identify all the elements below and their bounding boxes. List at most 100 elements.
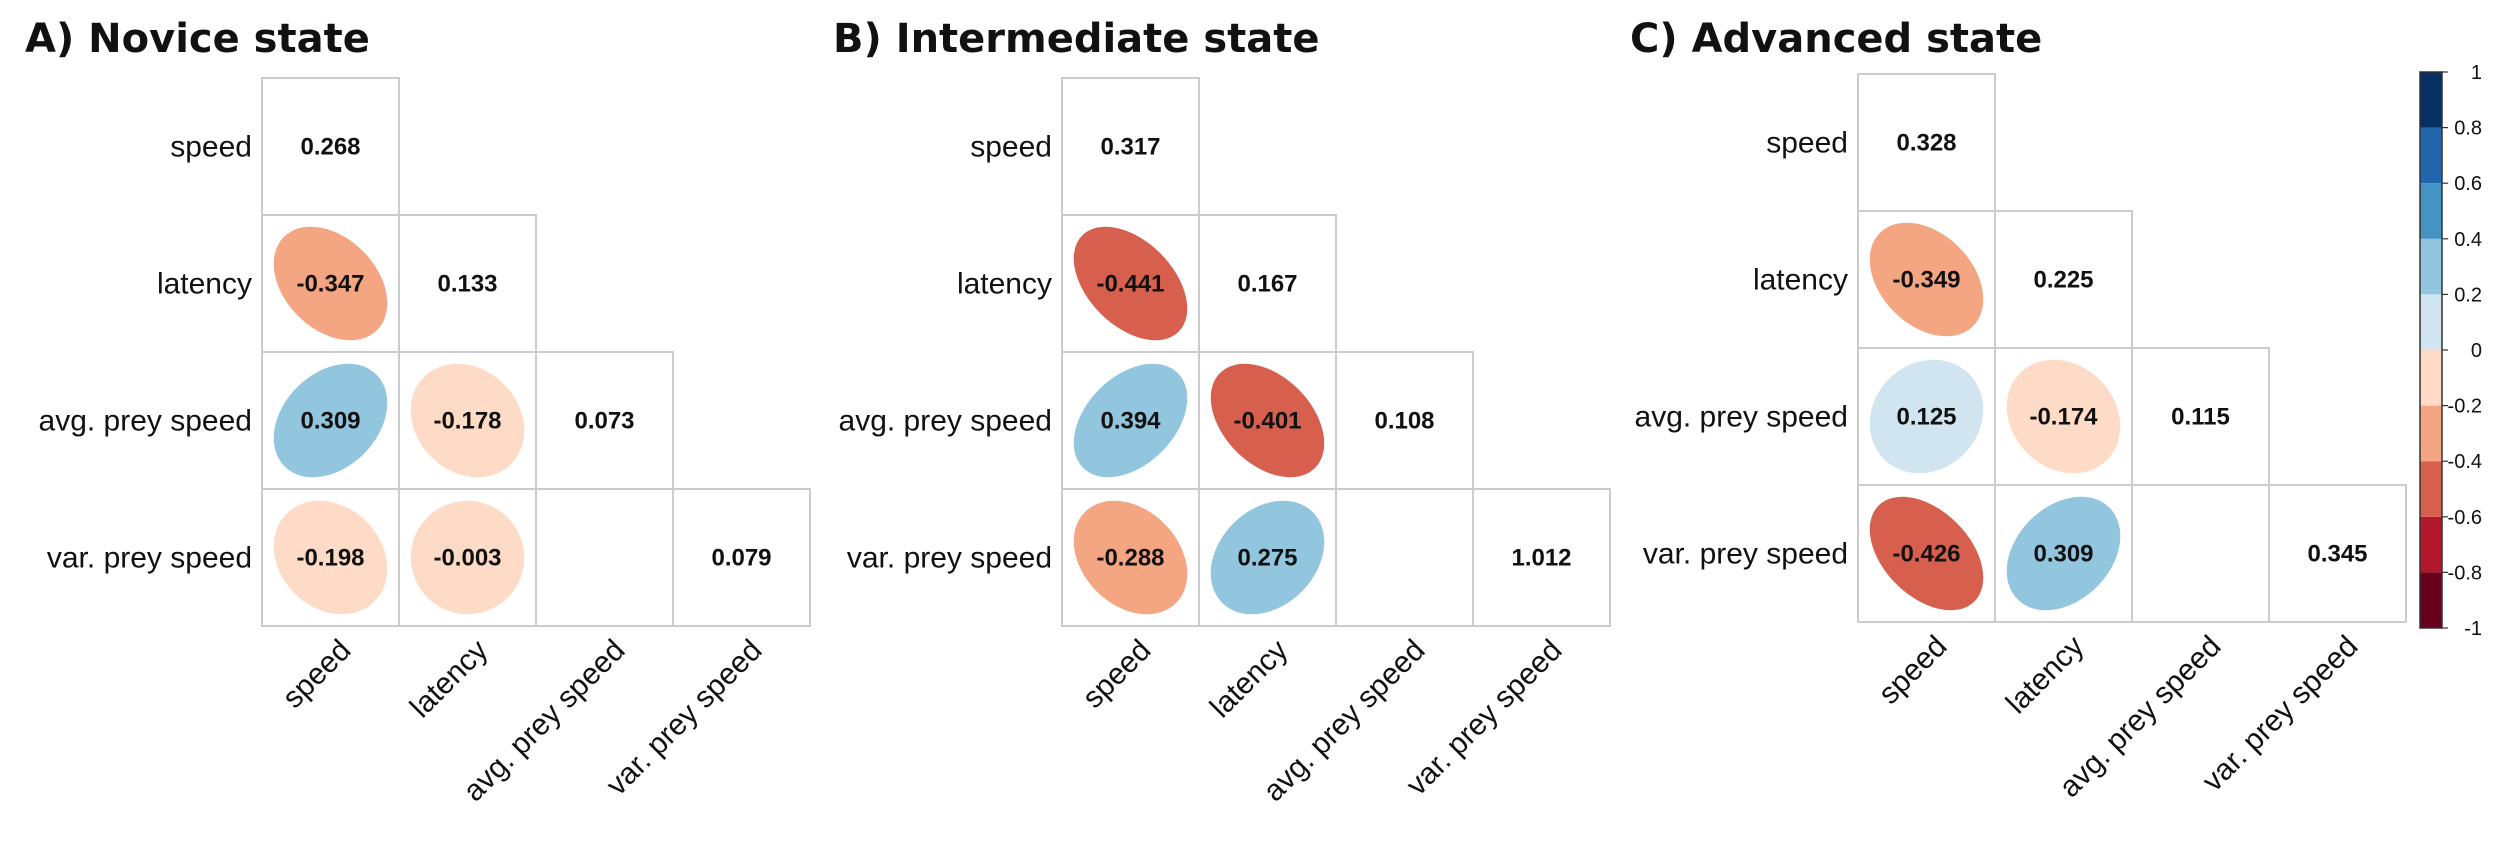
corr-ellipse: [2006, 496, 2121, 611]
cell-latency-latency: [1994, 210, 2133, 349]
cell-value: 0.268: [300, 134, 360, 161]
col-label: speed: [1076, 634, 1157, 715]
cell-var. prey speed-avg. prey speed: [535, 488, 674, 627]
corr-ellipse: [273, 226, 388, 341]
cell-var. prey speed-avg. prey speed: [2131, 484, 2270, 623]
colorbar-tick-label: -0.4: [2448, 451, 2482, 473]
row-label: var. prey speed: [847, 542, 1052, 575]
colorbar-segment: [2420, 127, 2442, 184]
row-label: speed: [1766, 127, 1848, 160]
cell-value: 0.345: [2307, 541, 2367, 568]
cell-value: -0.003: [433, 545, 501, 572]
row-label: avg. prey speed: [839, 405, 1052, 438]
colorbar-tick-label: 0.6: [2454, 173, 2482, 195]
colorbar-segment: [2420, 572, 2442, 628]
row-label: latency: [1753, 264, 1848, 297]
cell-value: 0.079: [711, 545, 771, 572]
cell-value: -0.174: [2029, 404, 2098, 431]
cell-value: -0.401: [1233, 408, 1301, 435]
panel-1: A) Novice state 0.268 -0.347 0.133 0.309 -0.1…: [25, 16, 811, 808]
row-label: latency: [957, 268, 1052, 301]
panel-title: A) Novice state: [25, 16, 370, 62]
row-label: avg. prey speed: [1635, 401, 1848, 434]
panel-3: C) Advanced state 0.328 -0.349 0.225 0.125 -0…: [1630, 16, 2407, 804]
colorbar-tick-label: 1: [2471, 62, 2482, 84]
cell-latency-latency: [1198, 214, 1337, 353]
colorbar-tick-label: -1: [2464, 618, 2482, 640]
row-label: speed: [970, 131, 1052, 164]
row-label: latency: [157, 268, 252, 301]
col-label: speed: [1872, 630, 1953, 711]
corr-ellipse: [1869, 359, 1984, 474]
col-label: latency: [2000, 630, 2091, 721]
cell-value: 0.317: [1100, 134, 1160, 161]
cell-speed-speed: [1061, 77, 1200, 216]
colorbar-segment: [2420, 183, 2442, 239]
cell-var. prey speed-var. prey speed: [2268, 484, 2407, 623]
cell-value: 0.108: [1374, 408, 1434, 435]
cell-value: 0.115: [2171, 404, 2230, 431]
cell-var. prey speed-avg. prey speed: [1335, 488, 1474, 627]
panel-title: B) Intermediate state: [833, 16, 1320, 62]
cell-value: -0.441: [1096, 271, 1164, 298]
cell-value: 1.012: [1511, 545, 1571, 572]
panel-2: B) Intermediate state 0.317 -0.441 0.167 0.3…: [833, 16, 1611, 808]
cell-value: 0.309: [2033, 541, 2093, 568]
colorbar-tick-label: -0.2: [2448, 396, 2482, 418]
corr-ellipse: [1210, 363, 1325, 478]
row-label: var. prey speed: [1643, 538, 1848, 571]
colorbar-segment: [2420, 350, 2442, 406]
cell-value: -0.198: [296, 545, 364, 572]
cell-avg. prey speed-avg. prey speed: [2131, 347, 2270, 486]
cell-value: 0.133: [437, 271, 497, 298]
corr-ellipse: [1210, 500, 1325, 615]
corr-ellipse: [2006, 359, 2121, 474]
cell-value: -0.178: [433, 408, 501, 435]
corr-ellipse: [1073, 226, 1188, 341]
col-label: latency: [404, 634, 495, 725]
col-label: latency: [1204, 634, 1295, 725]
colorbar-segment: [2420, 238, 2442, 295]
colorbar-tick-label: 0.8: [2454, 118, 2482, 140]
colorbar-tick-label: 0: [2471, 340, 2482, 362]
row-label: avg. prey speed: [39, 405, 252, 438]
corr-ellipse: [1073, 363, 1188, 478]
colorbar-segment: [2420, 405, 2442, 462]
colorbar-tick-label: 0.4: [2454, 229, 2482, 251]
corr-ellipse: [273, 500, 388, 615]
cell-value: 0.275: [1237, 545, 1297, 572]
cell-latency-latency: [398, 214, 537, 353]
panel-title: C) Advanced state: [1630, 16, 2042, 62]
col-label: speed: [276, 634, 357, 715]
row-label: speed: [170, 131, 252, 164]
cell-value: 0.225: [2033, 267, 2093, 294]
cell-value: 0.328: [1896, 130, 1956, 157]
colorbar-segment: [2420, 461, 2442, 517]
corr-ellipse: [1869, 496, 1984, 611]
colorbar-segment: [2420, 516, 2442, 573]
corr-ellipse: [273, 363, 388, 478]
colorbar-tick-label: -0.6: [2448, 507, 2482, 529]
cell-value: -0.349: [1892, 267, 1960, 294]
cell-avg. prey speed-avg. prey speed: [535, 351, 674, 490]
row-label: var. prey speed: [47, 542, 252, 575]
corr-ellipse: [410, 363, 525, 478]
cell-value: 0.073: [574, 408, 634, 435]
cell-value: 0.167: [1237, 271, 1297, 298]
colorbar-segment: [2420, 294, 2442, 350]
colorbar-tick-label: -0.8: [2448, 562, 2482, 584]
cell-speed-speed: [261, 77, 400, 216]
cell-value: -0.347: [296, 271, 364, 298]
colorbar: 1 0.8 0.6 0.4 0.2 0 -0.2 -0.4 -0.6 -0.8 -1: [2419, 62, 2482, 640]
corr-ellipse: [410, 500, 525, 615]
cell-var. prey speed-var. prey speed: [1472, 488, 1611, 627]
cell-value: 0.125: [1896, 404, 1956, 431]
cell-value: -0.288: [1096, 545, 1164, 572]
colorbar-tick-label: 0.2: [2454, 284, 2482, 306]
cell-value: 0.309: [300, 408, 360, 435]
colorbar-segment: [2420, 72, 2442, 128]
corr-ellipse: [1869, 222, 1984, 337]
cell-value: -0.426: [1892, 541, 1960, 568]
cell-var. prey speed-var. prey speed: [672, 488, 811, 627]
